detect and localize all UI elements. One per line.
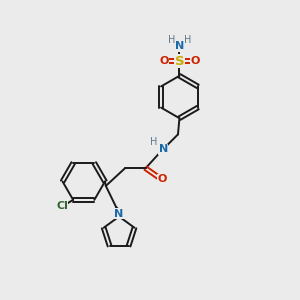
Text: O: O <box>159 56 169 66</box>
Text: H: H <box>167 35 175 45</box>
Text: H: H <box>184 35 191 45</box>
Text: S: S <box>175 55 184 68</box>
Text: N: N <box>159 144 168 154</box>
Text: N: N <box>175 41 184 51</box>
Text: N: N <box>115 208 124 219</box>
Text: Cl: Cl <box>56 201 68 211</box>
Text: H: H <box>150 137 158 147</box>
Text: O: O <box>190 56 200 66</box>
Text: O: O <box>157 174 167 184</box>
